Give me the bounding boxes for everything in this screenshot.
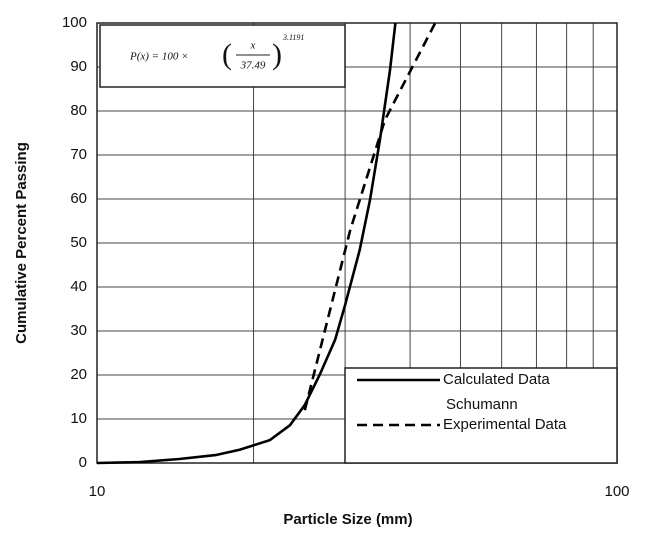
- y-tick-label: 50: [70, 234, 87, 251]
- y-tick-label: 10: [70, 410, 87, 427]
- paren: ): [272, 38, 282, 71]
- y-tick-label: 60: [70, 190, 87, 207]
- legend-box: [344, 367, 618, 464]
- legend-label: Calculated Data: [443, 371, 550, 388]
- formula-numerator: x: [250, 40, 256, 52]
- x-tick-label: 100: [604, 483, 629, 500]
- y-tick-label: 30: [70, 322, 87, 339]
- y-tick-label: 100: [62, 14, 87, 31]
- y-tick-label: 0: [79, 454, 87, 471]
- x-axis-label: Particle Size (mm): [283, 511, 412, 528]
- y-tick-label: 20: [70, 366, 87, 383]
- x-tick-label: 10: [89, 483, 106, 500]
- paren: (: [222, 38, 232, 71]
- formula-denominator: 37.49: [240, 60, 266, 72]
- formula-lhs: P(x) = 100 ×: [129, 51, 189, 63]
- y-tick-label: 90: [70, 58, 87, 75]
- data-line: [303, 22, 437, 411]
- formula-exponent: 3.1191: [282, 33, 304, 42]
- y-axis-label: Cumulative Percent Passing: [13, 142, 30, 344]
- legend-label: Schumann Experimental Data: [443, 396, 567, 433]
- y-tick-label: 80: [70, 102, 87, 119]
- formula-box: [99, 24, 346, 88]
- y-tick-label: 40: [70, 278, 87, 295]
- data-line: [96, 22, 397, 465]
- y-tick-label: 70: [70, 146, 87, 163]
